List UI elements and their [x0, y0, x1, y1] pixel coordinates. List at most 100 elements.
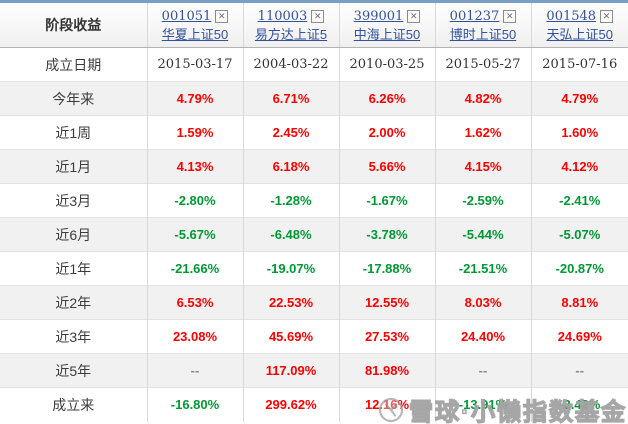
row-label: 近3月 [0, 183, 147, 218]
fund-code-link[interactable]: 110003 [257, 8, 308, 24]
inception-date-cell: 2004-03-22 [242, 47, 339, 82]
return-value-cell: -- [146, 353, 243, 388]
table-row: 近3月 -2.80% -1.28% -1.67% -2.59% -2.41% [0, 183, 628, 218]
fund-name-link[interactable]: 中海上证50 [353, 26, 421, 42]
row-label: 成立日期 [0, 47, 147, 82]
return-value-cell: 5.66% [338, 149, 435, 184]
return-value-cell: -5.67% [146, 217, 243, 252]
return-value-cell: 2.00% [338, 115, 435, 150]
return-value-cell: -21.66% [146, 251, 243, 286]
return-value-cell: -2.80% [146, 183, 243, 218]
fund-header-cell: 001548 ✕ 天弘上证50 [530, 3, 628, 48]
row-label: 近2年 [0, 285, 147, 320]
return-value-cell: 6.71% [242, 81, 339, 116]
table-row: 成立来 -16.80% 299.62% 12.16% -13.91% -3.42% [0, 387, 628, 422]
return-value-cell: 4.82% [434, 81, 531, 116]
return-value-cell: -19.07% [242, 251, 339, 286]
return-value-cell: -1.28% [242, 183, 339, 218]
table-row: 近1月 4.13% 6.18% 5.66% 4.15% 4.12% [0, 149, 628, 184]
return-value-cell: -1.67% [338, 183, 435, 218]
return-value-cell: 1.62% [434, 115, 531, 150]
remove-fund-close-icon[interactable]: ✕ [407, 9, 421, 23]
fund-returns-table: 阶段收益 001051 ✕ 华夏上证50 110003 ✕ 易方达上证5 399001 ✕ 中海… [0, 3, 628, 422]
remove-fund-close-icon[interactable]: ✕ [215, 9, 229, 23]
table-row: 成立日期 2015-03-17 2004-03-22 2010-03-25 2015-0… [0, 47, 628, 82]
return-value-cell: 299.62% [242, 387, 339, 422]
return-value-cell: 23.08% [146, 319, 243, 354]
row-label: 近1周 [0, 115, 147, 150]
return-value-cell: 45.69% [242, 319, 339, 354]
fund-name-link[interactable]: 华夏上证50 [161, 26, 229, 42]
return-value-cell: 6.53% [146, 285, 243, 320]
return-value-cell: -16.80% [146, 387, 243, 422]
table-top-accent-bar [0, 0, 628, 3]
table-row: 今年来 4.79% 6.71% 6.26% 4.82% 4.79% [0, 81, 628, 116]
row-label: 今年来 [0, 81, 147, 116]
remove-fund-close-icon[interactable]: ✕ [503, 9, 517, 23]
row-label: 近1月 [0, 149, 147, 184]
return-value-cell: 117.09% [242, 353, 339, 388]
remove-fund-close-icon[interactable]: ✕ [600, 9, 614, 23]
return-value-cell: -5.07% [530, 217, 628, 252]
return-value-cell: 1.59% [146, 115, 243, 150]
return-value-cell: 12.55% [338, 285, 435, 320]
return-value-cell: -- [530, 353, 628, 388]
table-row: 近2年 6.53% 22.53% 12.55% 8.03% 8.81% [0, 285, 628, 320]
table-row: 近6月 -5.67% -6.48% -3.78% -5.44% -5.07% [0, 217, 628, 252]
return-value-cell: -21.51% [434, 251, 531, 286]
return-value-cell: -3.78% [338, 217, 435, 252]
fund-name-link[interactable]: 易方达上证5 [254, 26, 328, 42]
table-body: 成立日期 2015-03-17 2004-03-22 2010-03-25 2015-0… [0, 47, 628, 422]
return-value-cell: -5.44% [434, 217, 531, 252]
header-row: 阶段收益 001051 ✕ 华夏上证50 110003 ✕ 易方达上证5 399001 ✕ 中海… [0, 3, 628, 48]
return-value-cell: 8.81% [530, 285, 628, 320]
return-value-cell: -3.42% [530, 387, 628, 422]
fund-name-link[interactable]: 博时上证50 [449, 26, 517, 42]
fund-header-cell: 110003 ✕ 易方达上证5 [242, 3, 339, 48]
row-label: 近1年 [0, 251, 147, 286]
fund-name-link[interactable]: 天弘上证50 [546, 26, 613, 42]
return-value-cell: 22.53% [242, 285, 339, 320]
row-label: 近6月 [0, 217, 147, 252]
table-row: 近1年 -21.66% -19.07% -17.88% -21.51% -20.87% [0, 251, 628, 286]
return-value-cell: 2.45% [242, 115, 339, 150]
table-row: 近5年 -- 117.09% 81.98% -- -- [0, 353, 628, 388]
fund-code-link[interactable]: 399001 [353, 8, 404, 24]
table-row: 近3年 23.08% 45.69% 27.53% 24.40% 24.69% [0, 319, 628, 354]
return-value-cell: -20.87% [530, 251, 628, 286]
return-value-cell: 4.79% [146, 81, 243, 116]
fund-header-cell: 001237 ✕ 博时上证50 [434, 3, 531, 48]
table-row: 近1周 1.59% 2.45% 2.00% 1.62% 1.60% [0, 115, 628, 150]
inception-date-cell: 2010-03-25 [338, 47, 435, 82]
inception-date-cell: 2015-03-17 [146, 47, 243, 82]
fund-header-cell: 399001 ✕ 中海上证50 [338, 3, 435, 48]
return-value-cell: -13.91% [434, 387, 531, 422]
return-value-cell: -- [434, 353, 531, 388]
inception-date-cell: 2015-07-16 [530, 47, 628, 82]
fund-code-link[interactable]: 001548 [546, 8, 597, 24]
return-value-cell: 4.15% [434, 149, 531, 184]
inception-date-cell: 2015-05-27 [434, 47, 531, 82]
return-value-cell: 4.12% [530, 149, 628, 184]
row-label: 成立来 [0, 387, 147, 422]
return-value-cell: 24.40% [434, 319, 531, 354]
fund-code-link[interactable]: 001237 [449, 8, 500, 24]
return-value-cell: 8.03% [434, 285, 531, 320]
return-value-cell: 4.79% [530, 81, 628, 116]
corner-header-label: 阶段收益 [0, 3, 147, 48]
remove-fund-close-icon[interactable]: ✕ [311, 9, 325, 23]
return-value-cell: 12.16% [338, 387, 435, 422]
return-value-cell: 1.60% [530, 115, 628, 150]
return-value-cell: 24.69% [530, 319, 628, 354]
row-label: 近5年 [0, 353, 147, 388]
return-value-cell: 27.53% [338, 319, 435, 354]
return-value-cell: 4.13% [146, 149, 243, 184]
return-value-cell: -17.88% [338, 251, 435, 286]
return-value-cell: 81.98% [338, 353, 435, 388]
return-value-cell: -2.59% [434, 183, 531, 218]
return-value-cell: -2.41% [530, 183, 628, 218]
return-value-cell: 6.18% [242, 149, 339, 184]
fund-header-cell: 001051 ✕ 华夏上证50 [146, 3, 243, 48]
fund-code-link[interactable]: 001051 [161, 8, 212, 24]
